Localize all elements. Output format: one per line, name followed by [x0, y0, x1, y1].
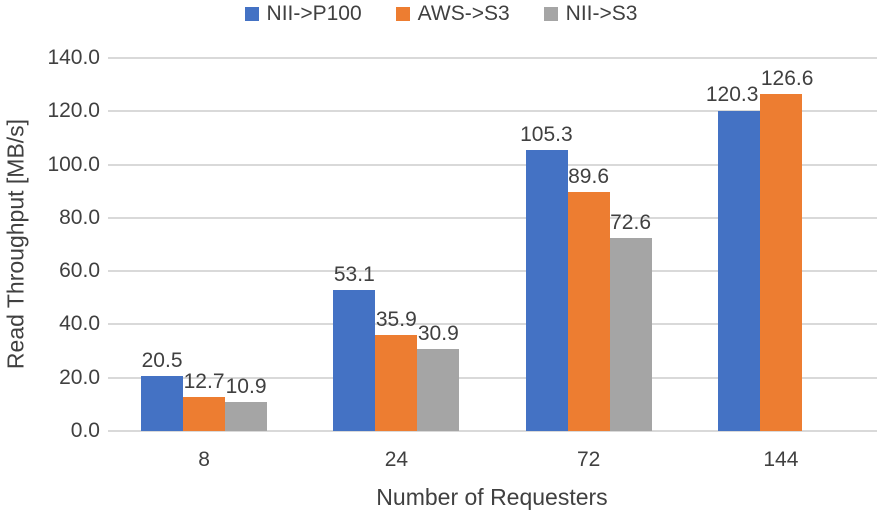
legend-swatch-icon: [543, 7, 558, 21]
x-axis-title: Number of Requesters: [376, 484, 608, 510]
y-tick-label: 140.0: [47, 46, 100, 69]
plot-area: [108, 57, 877, 432]
bar: [567, 192, 610, 431]
gridline: [108, 376, 877, 379]
gridline: [108, 270, 877, 273]
data-label: 53.1: [333, 262, 375, 286]
data-label: 126.6: [760, 66, 814, 90]
legend-item: NII->P100: [244, 2, 362, 26]
data-label: 30.9: [417, 321, 459, 345]
bar: [759, 93, 802, 431]
x-axis-line: [108, 430, 877, 432]
x-tick-label: 72: [576, 448, 601, 471]
data-label: 20.5: [141, 349, 183, 373]
legend-item: NII->S3: [543, 2, 638, 26]
bar: [333, 289, 376, 431]
gridline: [108, 323, 877, 326]
legend-swatch-icon: [395, 7, 410, 21]
bar: [183, 397, 226, 431]
data-label: 10.9: [225, 374, 267, 398]
legend-item: AWS->S3: [395, 2, 510, 26]
y-tick-label: 40.0: [59, 312, 100, 336]
gridline: [108, 110, 877, 113]
y-tick-label: 100.0: [47, 152, 100, 176]
legend-swatch-icon: [244, 7, 259, 21]
chart-legend: NII->P100 AWS->S3 NII->S3: [0, 1, 882, 27]
data-label: 12.7: [183, 370, 225, 394]
gridline: [108, 163, 877, 166]
y-tick-label: 80.0: [59, 205, 100, 229]
bar: [375, 335, 418, 431]
bar: [225, 401, 268, 431]
y-tick-label: 120.0: [47, 99, 100, 123]
legend-label: AWS->S3: [417, 2, 510, 25]
data-label: 105.3: [520, 123, 573, 147]
data-label: 120.3: [705, 83, 759, 107]
gridline: [108, 216, 877, 219]
data-label: 35.9: [375, 308, 417, 332]
gridline: [108, 57, 877, 59]
legend-label: NII->S3: [565, 2, 638, 25]
bar: [141, 376, 184, 431]
bar: [525, 150, 568, 431]
bar: [417, 348, 460, 431]
data-label: 89.6: [568, 165, 609, 189]
x-tick-label: 24: [384, 448, 409, 471]
y-tick-label: 20.0: [59, 365, 100, 389]
y-tick-label: 0.0: [70, 419, 100, 442]
legend-label: NII->P100: [266, 2, 362, 25]
bar: [609, 237, 652, 431]
bar: [717, 110, 760, 431]
x-tick-label: 144: [763, 448, 799, 471]
y-axis-title: Read Throughput [MB/s]: [2, 118, 29, 370]
data-label: 72.6: [610, 210, 651, 234]
x-tick-label: 8: [198, 448, 210, 471]
y-tick-label: 60.0: [59, 259, 100, 283]
